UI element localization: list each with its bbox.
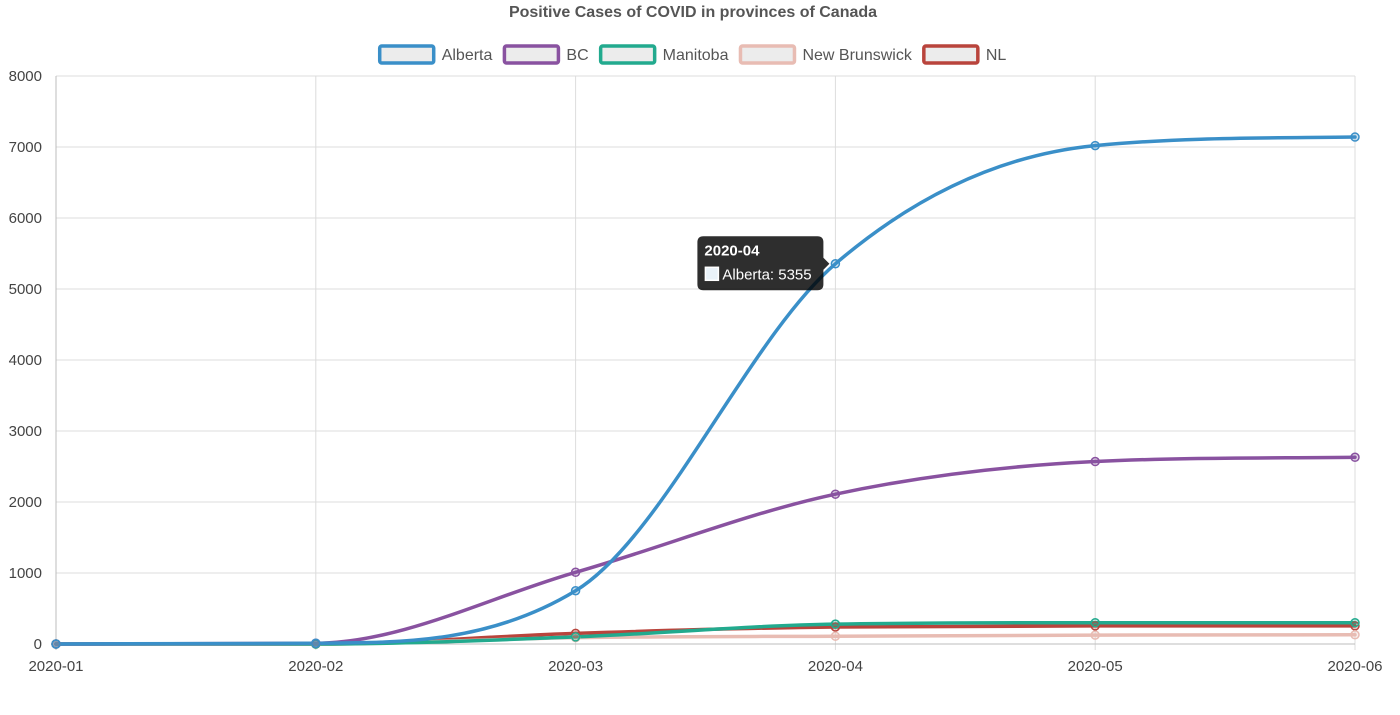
tooltip-swatch [704,266,720,282]
x-axis: 2020-01 2020-02 2020-03 2020-04 2020-05 2020-… [28,658,1382,675]
y-axis: 0 1000 2000 3000 4000 5000 6000 7000 8000 [9,68,42,653]
y-tick-label: 6000 [9,210,42,227]
legend-item-nl[interactable]: NL [922,44,1007,65]
x-tick-label: 2020-05 [1068,658,1123,675]
data-point-nl[interactable] [1350,621,1360,631]
legend-item-alberta[interactable]: Alberta [377,44,493,65]
data-point-new-brunswick[interactable] [1090,630,1100,640]
data-point-bc[interactable] [1350,452,1360,463]
data-point-alberta[interactable] [311,638,321,649]
legend-label: New Brunswick [802,47,912,64]
x-tick-label: 2020-01 [28,658,83,675]
legend-swatch [377,44,436,65]
y-tick-label: 1000 [9,565,42,582]
data-point-alberta[interactable] [1350,132,1360,142]
legend-swatch [502,44,561,65]
data-point-bc[interactable] [570,567,581,578]
legend-swatch [598,44,657,65]
data-point-manitoba[interactable] [570,632,581,642]
y-tick-label: 0 [34,636,42,653]
legend: Alberta BC Manitoba New Brunswick NL [377,44,1007,65]
tooltip-value: Alberta: 5355 [722,266,811,283]
tooltip-box [697,236,830,291]
y-tick-label: 5000 [9,281,42,298]
y-tick-label: 4000 [9,352,42,369]
y-tick-label: 3000 [9,423,42,440]
x-tick-label: 2020-04 [808,658,863,675]
y-tick-label: 7000 [9,139,42,156]
data-point-new-brunswick[interactable] [1350,630,1360,640]
tooltip: 2020-04 Alberta: 5355 [697,236,830,291]
legend-swatch [738,44,797,65]
data-point-bc[interactable] [1090,456,1100,467]
legend-item-new-brunswick[interactable]: New Brunswick [738,44,913,65]
legend-item-manitoba[interactable]: Manitoba [598,44,729,65]
data-point-manitoba[interactable] [1090,617,1100,628]
legend-label: NL [986,47,1007,64]
y-tick-label: 2000 [9,494,42,511]
data-point-alberta[interactable] [1090,140,1100,151]
series-points [51,132,1360,649]
data-point-nl[interactable] [1090,621,1100,631]
x-tick-label: 2020-03 [548,658,603,675]
grid [55,75,1356,650]
legend-label: BC [566,47,588,64]
data-point-alberta[interactable] [51,639,61,649]
x-tick-label: 2020-06 [1327,658,1382,675]
series-line-bc [54,455,1357,646]
tooltip-title: 2020-04 [704,242,760,259]
data-point-manitoba[interactable] [830,619,841,629]
legend-label: Alberta [442,47,493,64]
legend-label: Manitoba [663,47,729,64]
x-tick-label: 2020-02 [288,658,343,675]
legend-item-bc[interactable]: BC [502,44,589,65]
data-point-nl[interactable] [830,622,841,632]
series-line-alberta [54,135,1357,646]
data-point-new-brunswick[interactable] [830,631,841,641]
y-tick-label: 8000 [9,68,42,85]
chart-title: Positive Cases of COVID in provinces of … [509,4,877,21]
data-point-alberta[interactable] [830,259,841,269]
data-point-alberta[interactable] [570,586,581,596]
legend-swatch [922,44,980,65]
data-point-bc[interactable] [830,489,841,499]
data-point-manitoba[interactable] [1350,617,1360,628]
series-lines [54,135,1357,646]
